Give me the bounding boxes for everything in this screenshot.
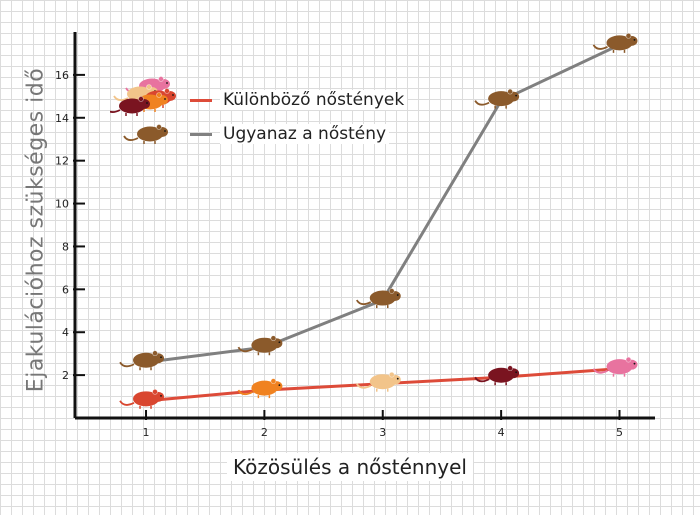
- legend: Különböző nőstények Ugyanaz a nőstény: [110, 72, 450, 152]
- x-tick-label: 4: [498, 426, 505, 439]
- x-tick-label: 2: [261, 426, 268, 439]
- data-point-rat-marker: [119, 389, 165, 409]
- data-point-rat-marker: [237, 378, 283, 399]
- y-tick-label: 10: [55, 198, 69, 211]
- legend-rat-icon: [110, 96, 150, 116]
- legend-label: Ugyanaz a nőstény: [220, 124, 390, 144]
- legend-swatch-gray: [190, 132, 212, 136]
- y-axis-label-area: Ejakulációhoz szükséges idő: [0, 0, 70, 440]
- y-tick-label: 2: [62, 369, 69, 382]
- y-tick-label: 12: [55, 155, 69, 168]
- x-axis-label-area: Közösülés a nősténnyel: [0, 453, 700, 481]
- y-axis-label: Ejakulációhoz szükséges idő: [23, 67, 49, 393]
- legend-label: Különböző nőstények: [220, 90, 408, 110]
- legend-rat-icon: [123, 124, 168, 144]
- data-point-rat-marker: [592, 356, 638, 377]
- data-point-rat-marker: [474, 365, 520, 386]
- data-point-rat-marker: [355, 288, 401, 309]
- x-tick-label: 3: [379, 426, 386, 439]
- y-tick-label: 6: [62, 283, 69, 296]
- y-tick-label: 8: [62, 240, 69, 253]
- legend-item-different-females: Különböző nőstények: [190, 90, 408, 110]
- legend-rat-icon: [125, 76, 170, 96]
- data-point-rat-marker: [474, 88, 520, 109]
- y-tick-label: 16: [55, 69, 69, 82]
- y-tick-label: 14: [55, 112, 69, 125]
- x-axis-label: Közösülés a nősténnyel: [227, 453, 473, 481]
- data-point-rat-marker: [355, 371, 401, 392]
- legend-item-same-female: Ugyanaz a nőstény: [190, 124, 390, 144]
- legend-rat-icons: [110, 76, 176, 144]
- data-point-rat-marker: [592, 33, 638, 53]
- chart-markers: [119, 33, 638, 409]
- x-tick-label: 5: [616, 426, 623, 439]
- data-point-rat-marker: [237, 335, 283, 356]
- legend-swatch-red: [190, 98, 212, 102]
- y-tick-label: 4: [62, 326, 69, 339]
- x-tick-label: 1: [143, 426, 150, 439]
- data-point-rat-marker: [119, 350, 165, 371]
